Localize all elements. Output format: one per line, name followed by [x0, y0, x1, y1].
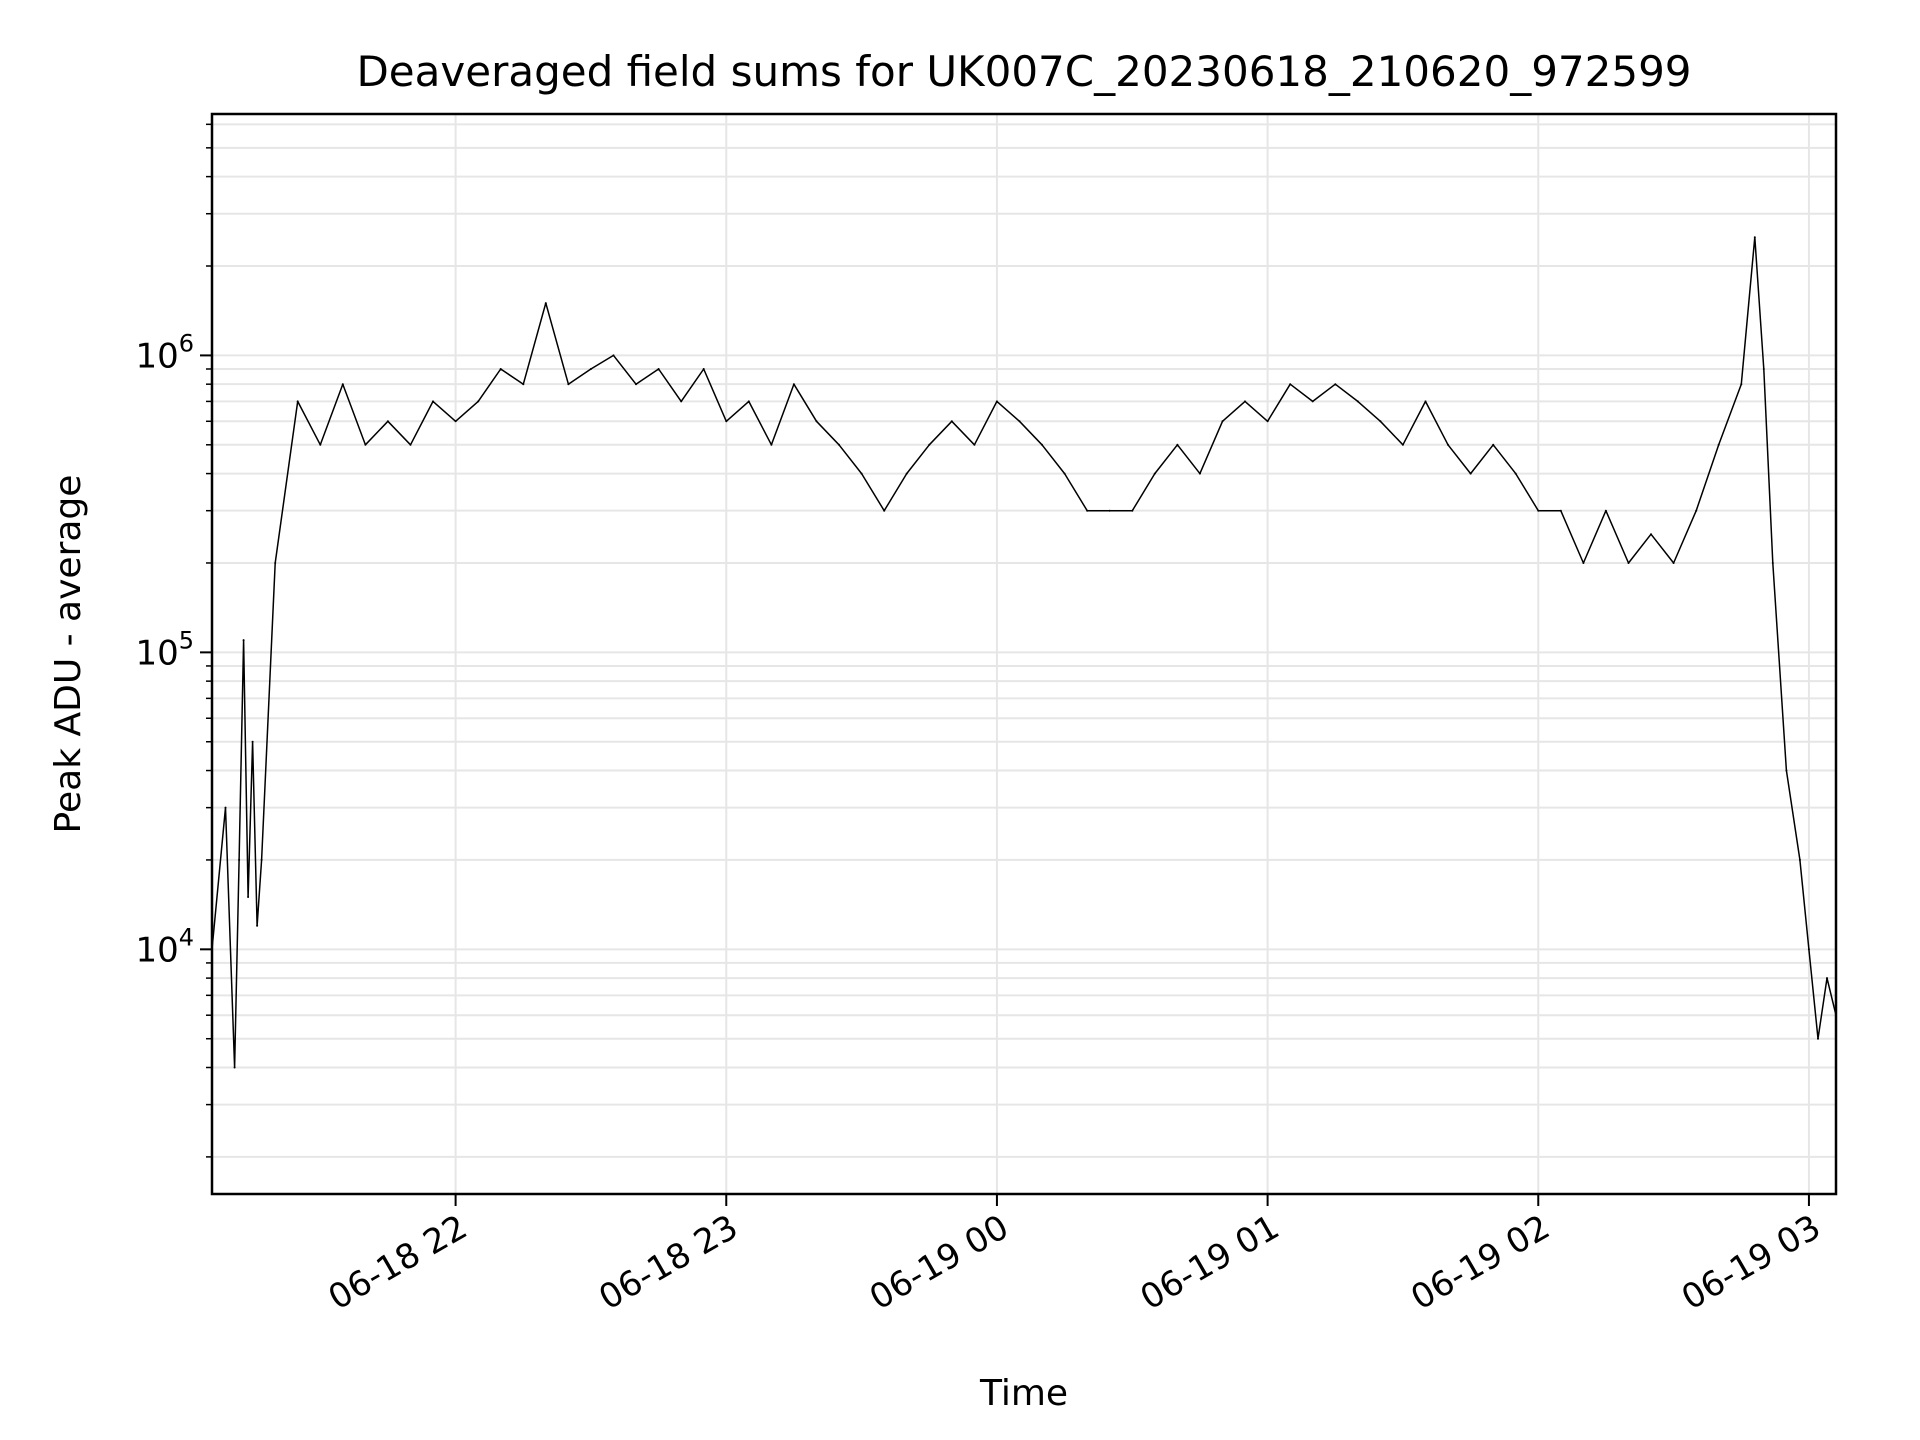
data-point: [477, 400, 480, 403]
data-point: [1176, 443, 1179, 446]
data-point: [274, 562, 277, 564]
data-point: [770, 443, 773, 446]
data-point: [1771, 562, 1774, 564]
data-point: [747, 400, 750, 403]
data-point: [1447, 443, 1449, 446]
y-tick-exponent: 6: [179, 329, 194, 357]
data-point: [1492, 443, 1495, 446]
chart-title: Deaveraged field sums for UK007C_2023061…: [356, 47, 1691, 96]
data-point: [1379, 420, 1382, 423]
data-point: [1198, 472, 1201, 475]
data-point: [224, 806, 227, 809]
data-point: [1650, 533, 1652, 536]
data-point: [1627, 562, 1630, 564]
data-point: [247, 896, 250, 898]
data-point: [1826, 977, 1828, 980]
data-point: [1807, 948, 1810, 951]
data-point: [1762, 368, 1765, 370]
data-point: [544, 302, 547, 305]
data-point: [1740, 383, 1743, 386]
data-point: [567, 383, 570, 386]
data-point: [905, 472, 908, 475]
data-point: [296, 400, 299, 403]
data-point: [1582, 562, 1585, 564]
data-point: [409, 443, 412, 446]
data-point: [454, 420, 457, 423]
data-point: [319, 443, 322, 446]
data-point: [1559, 509, 1562, 512]
data-point: [260, 858, 263, 861]
data-point: [1153, 472, 1156, 475]
data-point: [256, 924, 259, 927]
data-point: [838, 443, 840, 446]
data-point: [995, 400, 998, 403]
data-point: [883, 509, 886, 512]
data-point: [860, 472, 863, 475]
data-point: [1131, 509, 1134, 512]
y-tick-base: 10: [135, 336, 178, 376]
data-point: [1289, 383, 1292, 386]
y-tick-label: 105: [135, 626, 194, 673]
y-tick-label: 106: [135, 329, 194, 376]
data-point: [364, 443, 367, 446]
data-point: [242, 639, 245, 642]
y-axis-label: Peak ADU - average: [48, 475, 89, 834]
data-point: [1753, 236, 1756, 239]
series-line: [211, 236, 1837, 1069]
data-point: [233, 1066, 236, 1069]
data-point: [522, 383, 525, 386]
data-point: [680, 400, 683, 403]
y-tick-exponent: 5: [179, 626, 194, 654]
data-point: [1018, 420, 1021, 423]
data-point: [1469, 472, 1472, 475]
data-point: [612, 354, 615, 357]
data-point: [1785, 769, 1788, 772]
data-point: [725, 420, 728, 423]
data-point: [1514, 472, 1517, 475]
data-point: [1717, 443, 1720, 446]
data-point: [1063, 472, 1066, 475]
data-point: [1244, 400, 1246, 403]
data-point: [928, 443, 931, 446]
data-point: [635, 383, 637, 386]
data-point: [499, 368, 502, 370]
data-point: [1041, 443, 1043, 446]
data-point: [386, 420, 389, 423]
data-point: [1221, 420, 1224, 423]
data-point: [251, 740, 254, 743]
data-point: [1817, 1037, 1819, 1040]
plot-frame: [210, 112, 1838, 1196]
data-point: [1798, 858, 1801, 861]
data-point: [657, 368, 660, 370]
data-point: [792, 383, 795, 386]
data-point: [1108, 509, 1111, 512]
data-point: [341, 383, 344, 386]
data-point: [1356, 400, 1359, 403]
data-point: [702, 368, 705, 370]
y-tick-label: 104: [135, 923, 194, 970]
data-point: [1401, 443, 1404, 446]
x-axis-label: Time: [979, 1373, 1068, 1414]
data-point: [973, 443, 976, 446]
data-point: [589, 368, 592, 370]
data-point: [1086, 509, 1089, 512]
data-point: [1604, 509, 1607, 512]
y-tick-exponent: 4: [179, 923, 194, 951]
data-point: [1537, 509, 1540, 512]
y-tick-base: 10: [135, 930, 178, 970]
data-point: [238, 858, 241, 861]
data-point: [1334, 383, 1337, 386]
data-point: [432, 400, 434, 403]
grid: [212, 114, 1836, 1194]
data-point: [1695, 509, 1698, 512]
data-point: [815, 420, 818, 423]
data-point: [1311, 400, 1314, 403]
data-point: [1672, 562, 1675, 564]
data-point: [1266, 420, 1269, 423]
data-point: [1424, 400, 1427, 403]
y-tick-base: 10: [135, 633, 178, 673]
data-point: [950, 420, 953, 423]
